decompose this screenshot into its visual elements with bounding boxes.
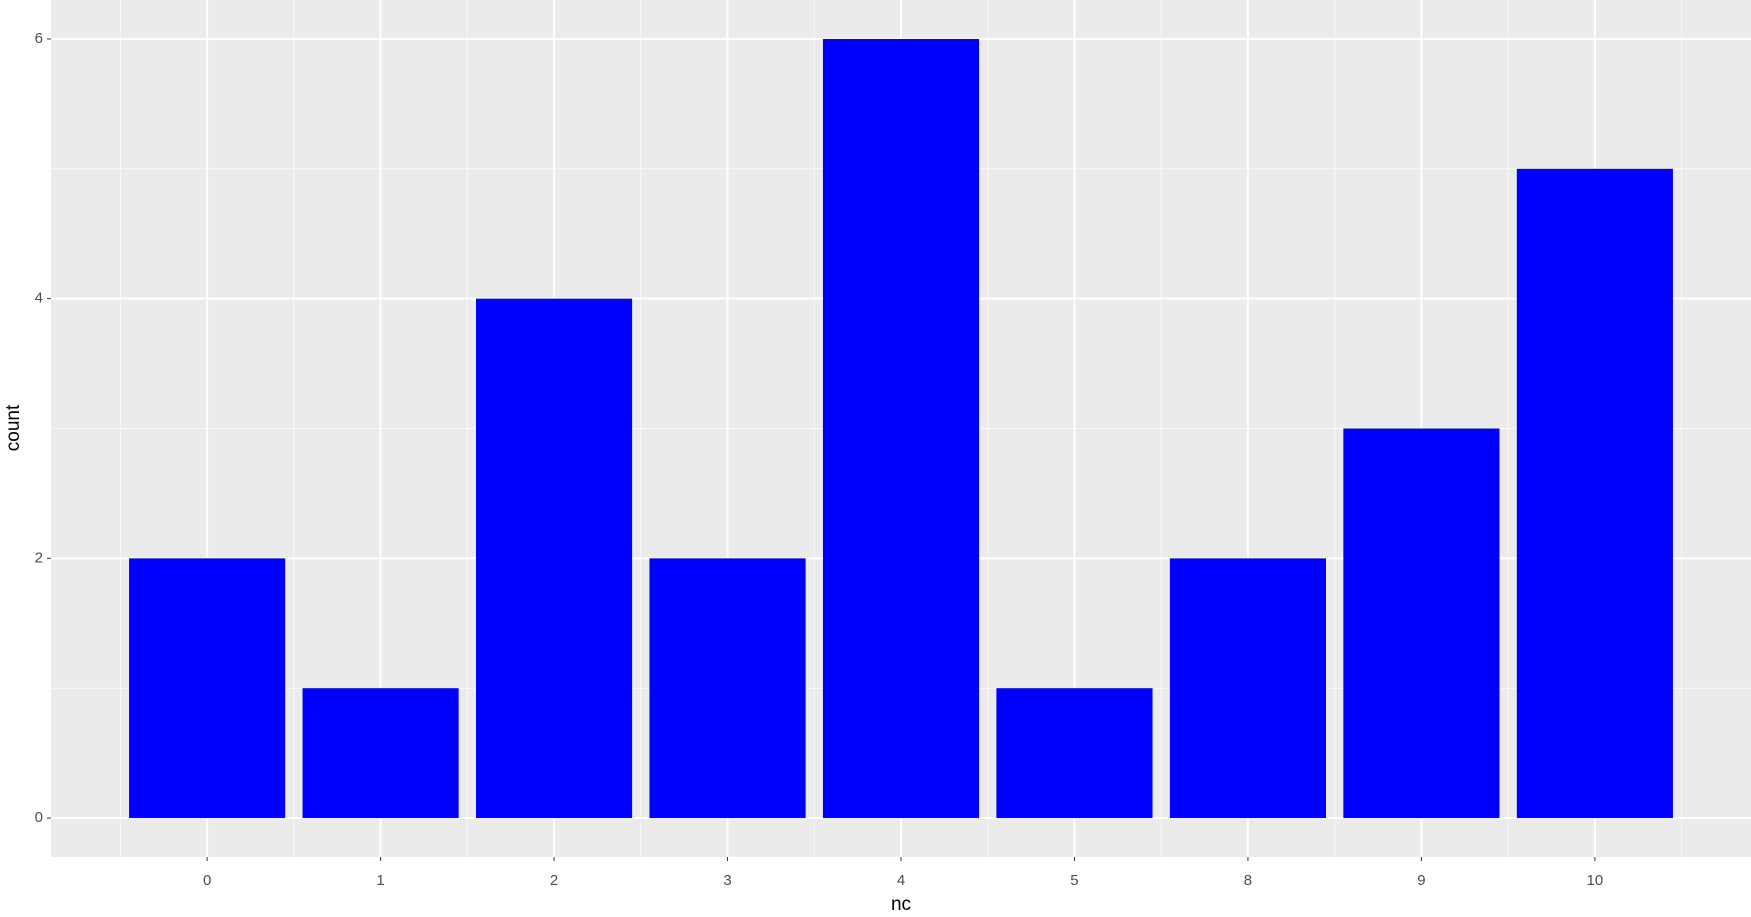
y-tick-label: 2 — [35, 549, 43, 566]
y-tick-label: 6 — [35, 30, 43, 47]
x-tick-label: 3 — [723, 872, 731, 889]
bar — [1169, 558, 1326, 819]
x-tick-label: 5 — [1070, 872, 1078, 889]
x-tick-label: 8 — [1244, 872, 1252, 889]
x-tick-label: 2 — [550, 872, 558, 889]
y-tick-label: 0 — [35, 809, 43, 826]
bar — [129, 558, 286, 819]
y-axis-title: count — [3, 404, 24, 451]
x-tick-label: 0 — [203, 872, 211, 889]
x-tick-label: 1 — [376, 872, 384, 889]
bar — [302, 688, 459, 819]
bar — [476, 298, 633, 819]
x-axis-title: nc — [891, 894, 911, 915]
bar — [649, 558, 806, 819]
bar — [822, 38, 980, 819]
x-tick-label: 10 — [1587, 872, 1604, 889]
bar — [1343, 428, 1500, 819]
y-tick-label: 4 — [35, 290, 43, 307]
x-tick-label: 4 — [897, 872, 905, 889]
bar — [1516, 168, 1673, 819]
x-tick-label: 9 — [1417, 872, 1425, 889]
bar — [996, 688, 1153, 819]
